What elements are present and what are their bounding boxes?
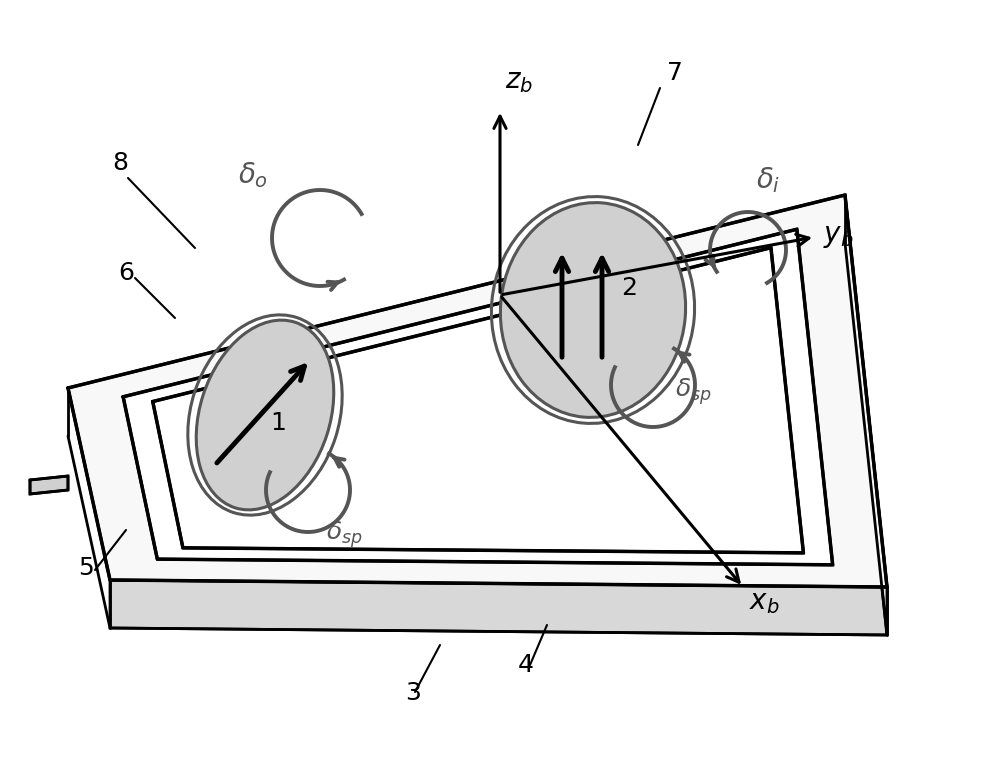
Polygon shape [123, 229, 833, 565]
Text: 8: 8 [112, 151, 128, 175]
Text: 5: 5 [78, 556, 94, 580]
Text: $y_b$: $y_b$ [823, 222, 854, 250]
Text: 7: 7 [667, 61, 683, 85]
Text: 2: 2 [621, 276, 637, 300]
Text: $\delta_{sp}$: $\delta_{sp}$ [675, 376, 712, 407]
Ellipse shape [196, 320, 334, 510]
Text: $z_b$: $z_b$ [505, 66, 533, 95]
Text: $\delta_i$: $\delta_i$ [756, 165, 780, 195]
Polygon shape [110, 580, 887, 635]
Polygon shape [30, 476, 68, 494]
Ellipse shape [500, 203, 686, 418]
Text: $\delta_{sp}$: $\delta_{sp}$ [326, 519, 363, 551]
Text: 6: 6 [118, 261, 134, 285]
Text: $x_b$: $x_b$ [749, 588, 780, 615]
Text: 1: 1 [270, 411, 286, 435]
Text: $\delta_o$: $\delta_o$ [238, 160, 268, 190]
Polygon shape [68, 195, 887, 587]
Polygon shape [153, 248, 803, 553]
Text: 4: 4 [518, 653, 534, 677]
Polygon shape [845, 195, 887, 635]
Text: 3: 3 [405, 681, 421, 705]
